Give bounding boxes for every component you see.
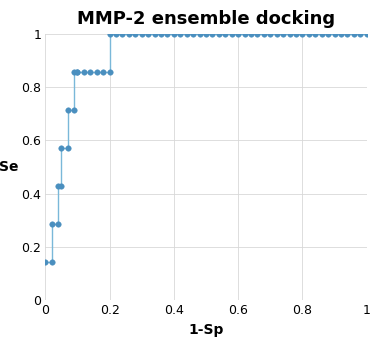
Title: MMP-2 ensemble docking: MMP-2 ensemble docking — [77, 10, 335, 28]
Y-axis label: Se: Se — [0, 160, 19, 174]
X-axis label: 1-Sp: 1-Sp — [188, 323, 224, 337]
